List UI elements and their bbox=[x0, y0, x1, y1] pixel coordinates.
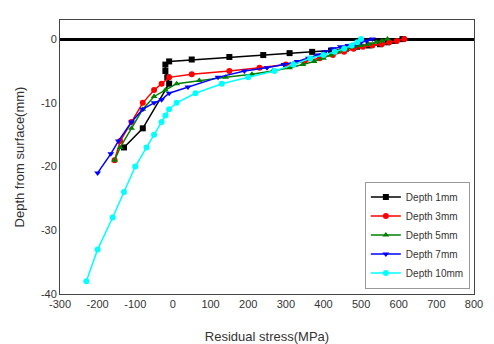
svg-text:500: 500 bbox=[352, 298, 370, 310]
svg-text:-10: -10 bbox=[41, 97, 57, 109]
svg-text:200: 200 bbox=[239, 298, 257, 310]
svg-text:-100: -100 bbox=[124, 298, 146, 310]
svg-text:-40: -40 bbox=[41, 288, 57, 300]
svg-text:Residual stress(MPa): Residual stress(MPa) bbox=[205, 329, 329, 344]
svg-text:0: 0 bbox=[170, 298, 176, 310]
svg-text:300: 300 bbox=[277, 298, 295, 310]
svg-text:Depth 3mm: Depth 3mm bbox=[406, 211, 458, 222]
svg-text:-300: -300 bbox=[49, 298, 71, 310]
svg-text:400: 400 bbox=[314, 298, 332, 310]
svg-text:800: 800 bbox=[465, 298, 483, 310]
svg-text:-20: -20 bbox=[41, 160, 57, 172]
svg-text:Depth 5mm: Depth 5mm bbox=[406, 230, 458, 241]
svg-text:600: 600 bbox=[390, 298, 408, 310]
svg-text:Depth 10mm: Depth 10mm bbox=[406, 268, 463, 279]
svg-text:700: 700 bbox=[427, 298, 445, 310]
svg-text:0: 0 bbox=[51, 33, 57, 45]
svg-text:Depth 1mm: Depth 1mm bbox=[406, 192, 458, 203]
svg-text:Depth from surface(mm): Depth from surface(mm) bbox=[12, 87, 27, 228]
svg-text:100: 100 bbox=[201, 298, 219, 310]
svg-text:Depth 7mm: Depth 7mm bbox=[406, 249, 458, 260]
svg-text:-30: -30 bbox=[41, 224, 57, 236]
svg-text:-200: -200 bbox=[87, 298, 109, 310]
